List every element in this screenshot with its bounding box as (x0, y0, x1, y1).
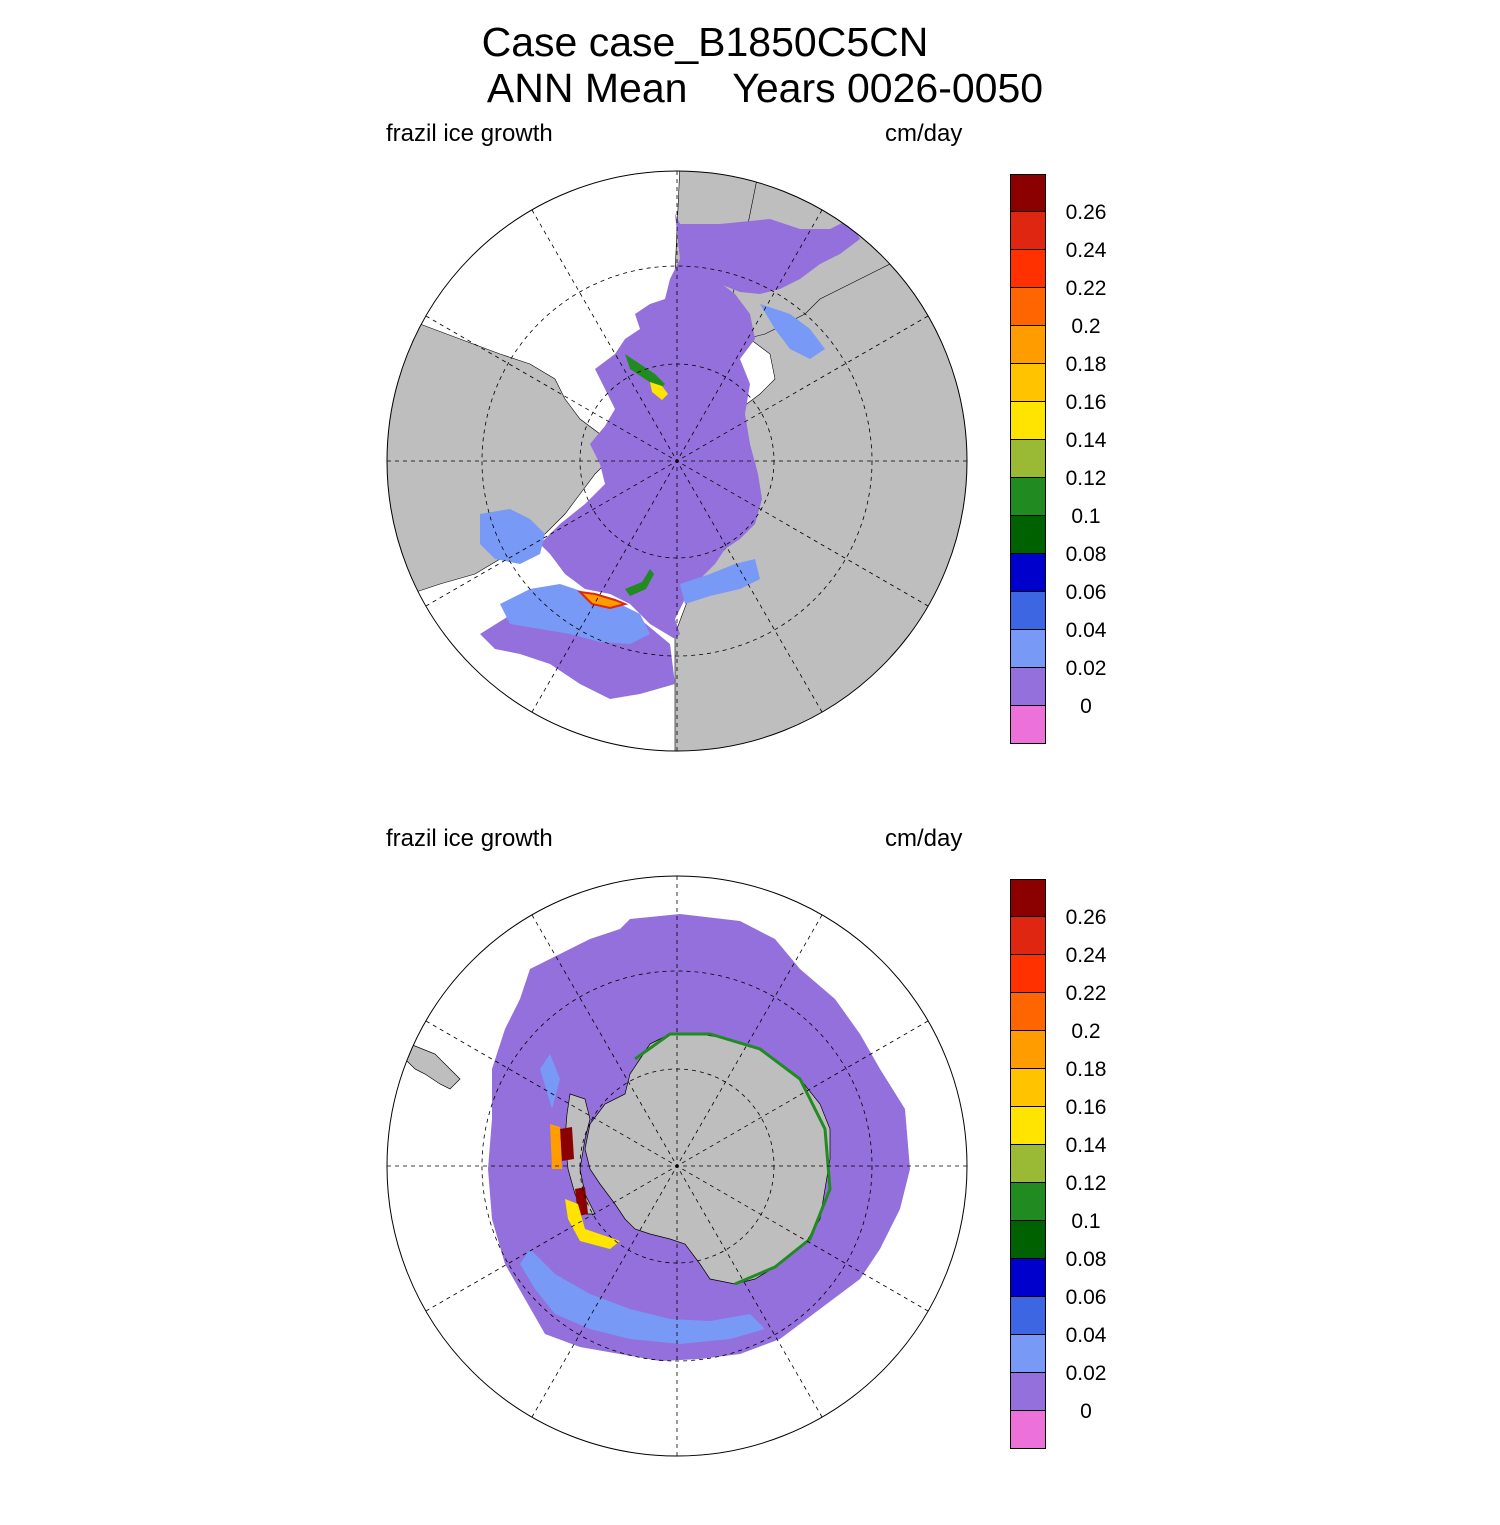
pacific-north-fill (675, 214, 860, 294)
colorbar-tick-label: 0.14 (1065, 1134, 1107, 1157)
colorbar-tick-label: 0.06 (1065, 1286, 1107, 1309)
colorbar-tick-label: 0.2 (1071, 1020, 1101, 1043)
north-colorbar: 0.26 0.24 0.22 0.2 0.18 0.16 0.14 0.12 0.1 0.08 0.… (1010, 174, 1110, 754)
colorbar-tick-label: 0 (1080, 1400, 1092, 1423)
colorbar-swatch (1010, 1297, 1046, 1335)
greenland-coastal-hotspot (577, 590, 629, 610)
colorbar-tick-label: 0.2 (1071, 315, 1101, 338)
colorbar-swatch (1010, 364, 1046, 402)
bering-band (760, 304, 825, 359)
colorbar-swatch (1010, 288, 1046, 326)
ross-hotspot-yellow (565, 1199, 620, 1249)
colorbar-tick-label: 0.22 (1065, 982, 1107, 1005)
barents-band (680, 559, 760, 604)
colorbar-swatch (1010, 440, 1046, 478)
north-polar-map (386, 170, 968, 752)
colorbar-tick-label: 0.16 (1065, 391, 1107, 414)
colorbar-tick-label: 0.04 (1065, 619, 1107, 642)
colorbar-tick-label: 0.1 (1071, 1210, 1101, 1233)
colorbar-swatch (1010, 516, 1046, 554)
colorbar-swatch (1010, 478, 1046, 516)
greenland-east-green (625, 569, 654, 596)
colorbar-swatch (1010, 1221, 1046, 1259)
south-colorbar: 0.26 0.24 0.22 0.2 0.18 0.16 0.14 0.12 0.1 0.08 0.… (1010, 879, 1110, 1459)
colorbar-swatch (1010, 668, 1046, 706)
colorbar-swatch (1010, 250, 1046, 288)
colorbar-swatch (1010, 1259, 1046, 1297)
colorbar-tick-label: 0.26 (1065, 906, 1107, 929)
bering-coast-yellow (650, 382, 668, 400)
colorbar-tick-label: 0.18 (1065, 1058, 1107, 1081)
colorbar-tick-label: 0 (1080, 695, 1092, 718)
units-label: cm/day (885, 825, 963, 852)
colorbar-tick-label: 0.12 (1065, 467, 1107, 490)
colorbar-swatch (1010, 1373, 1046, 1411)
colorbar-swatch (1010, 955, 1046, 993)
hudson-bay-fill (480, 509, 545, 564)
units-label: cm/day (885, 120, 963, 147)
colorbar-swatch (1010, 402, 1046, 440)
arctic-ocean-fill (540, 214, 762, 639)
figure-title-line2: ANN Mean Years 0026-0050 (486, 65, 1044, 111)
colorbar-swatch (1010, 917, 1046, 955)
atlantic-band (500, 584, 650, 644)
colorbar-swatch (1010, 326, 1046, 364)
colorbar-swatch (1010, 174, 1046, 212)
colorbar-tick-label: 0.08 (1065, 543, 1107, 566)
colorbar-tick-label: 0.26 (1065, 201, 1107, 224)
colorbar-swatch (1010, 1335, 1046, 1373)
weddell-hotspot-red (560, 1127, 574, 1161)
colorbar-tick-label: 0.18 (1065, 353, 1107, 376)
colorbar-tick-label: 0.22 (1065, 277, 1107, 300)
panel-south: frazil ice growth cm/day (0, 825, 1500, 1525)
colorbar-tick-label: 0.12 (1065, 1172, 1107, 1195)
figure-title-line1: Case case_B1850C5CN (481, 19, 929, 65)
panel-north: frazil ice growth cm/day (0, 120, 1500, 820)
coast-green-ring (634, 1032, 832, 1286)
colorbar-tick-label: 0.24 (1065, 944, 1107, 967)
variable-label: frazil ice growth (386, 120, 553, 147)
colorbar-tick-label: 0.14 (1065, 429, 1107, 452)
south-america-tip (404, 1043, 461, 1090)
colorbar-swatch (1010, 212, 1046, 250)
colorbar-tick-label: 0.06 (1065, 581, 1107, 604)
colorbar-swatch (1010, 706, 1046, 744)
weddell-band (540, 1054, 560, 1109)
colorbar-swatch (1010, 1183, 1046, 1221)
variable-label: frazil ice growth (386, 825, 553, 852)
south-polar-map (386, 875, 968, 1457)
colorbar-swatch (1010, 1031, 1046, 1069)
colorbar-swatch (1010, 1069, 1046, 1107)
north-america-land (387, 303, 611, 605)
colorbar-tick-label: 0.16 (1065, 1096, 1107, 1119)
colorbar-swatch (1010, 630, 1046, 668)
southern-ocean-band (520, 1249, 765, 1344)
colorbar-swatch (1010, 1107, 1046, 1145)
bering-coast-green (625, 354, 665, 389)
colorbar-swatch (1010, 1411, 1046, 1449)
colorbar-tick-label: 0.02 (1065, 657, 1107, 680)
colorbar-tick-label: 0.04 (1065, 1324, 1107, 1347)
colorbar-tick-label: 0.02 (1065, 1362, 1107, 1385)
colorbar-swatch (1010, 993, 1046, 1031)
colorbar-swatch (1010, 592, 1046, 630)
colorbar-tick-label: 0.24 (1065, 239, 1107, 262)
colorbar-tick-label: 0.1 (1071, 505, 1101, 528)
weddell-hotspot-orange (550, 1124, 562, 1169)
colorbar-swatch (1010, 554, 1046, 592)
colorbar-tick-label: 0.08 (1065, 1248, 1107, 1271)
colorbar-swatch (1010, 879, 1046, 917)
colorbar-swatch (1010, 1145, 1046, 1183)
